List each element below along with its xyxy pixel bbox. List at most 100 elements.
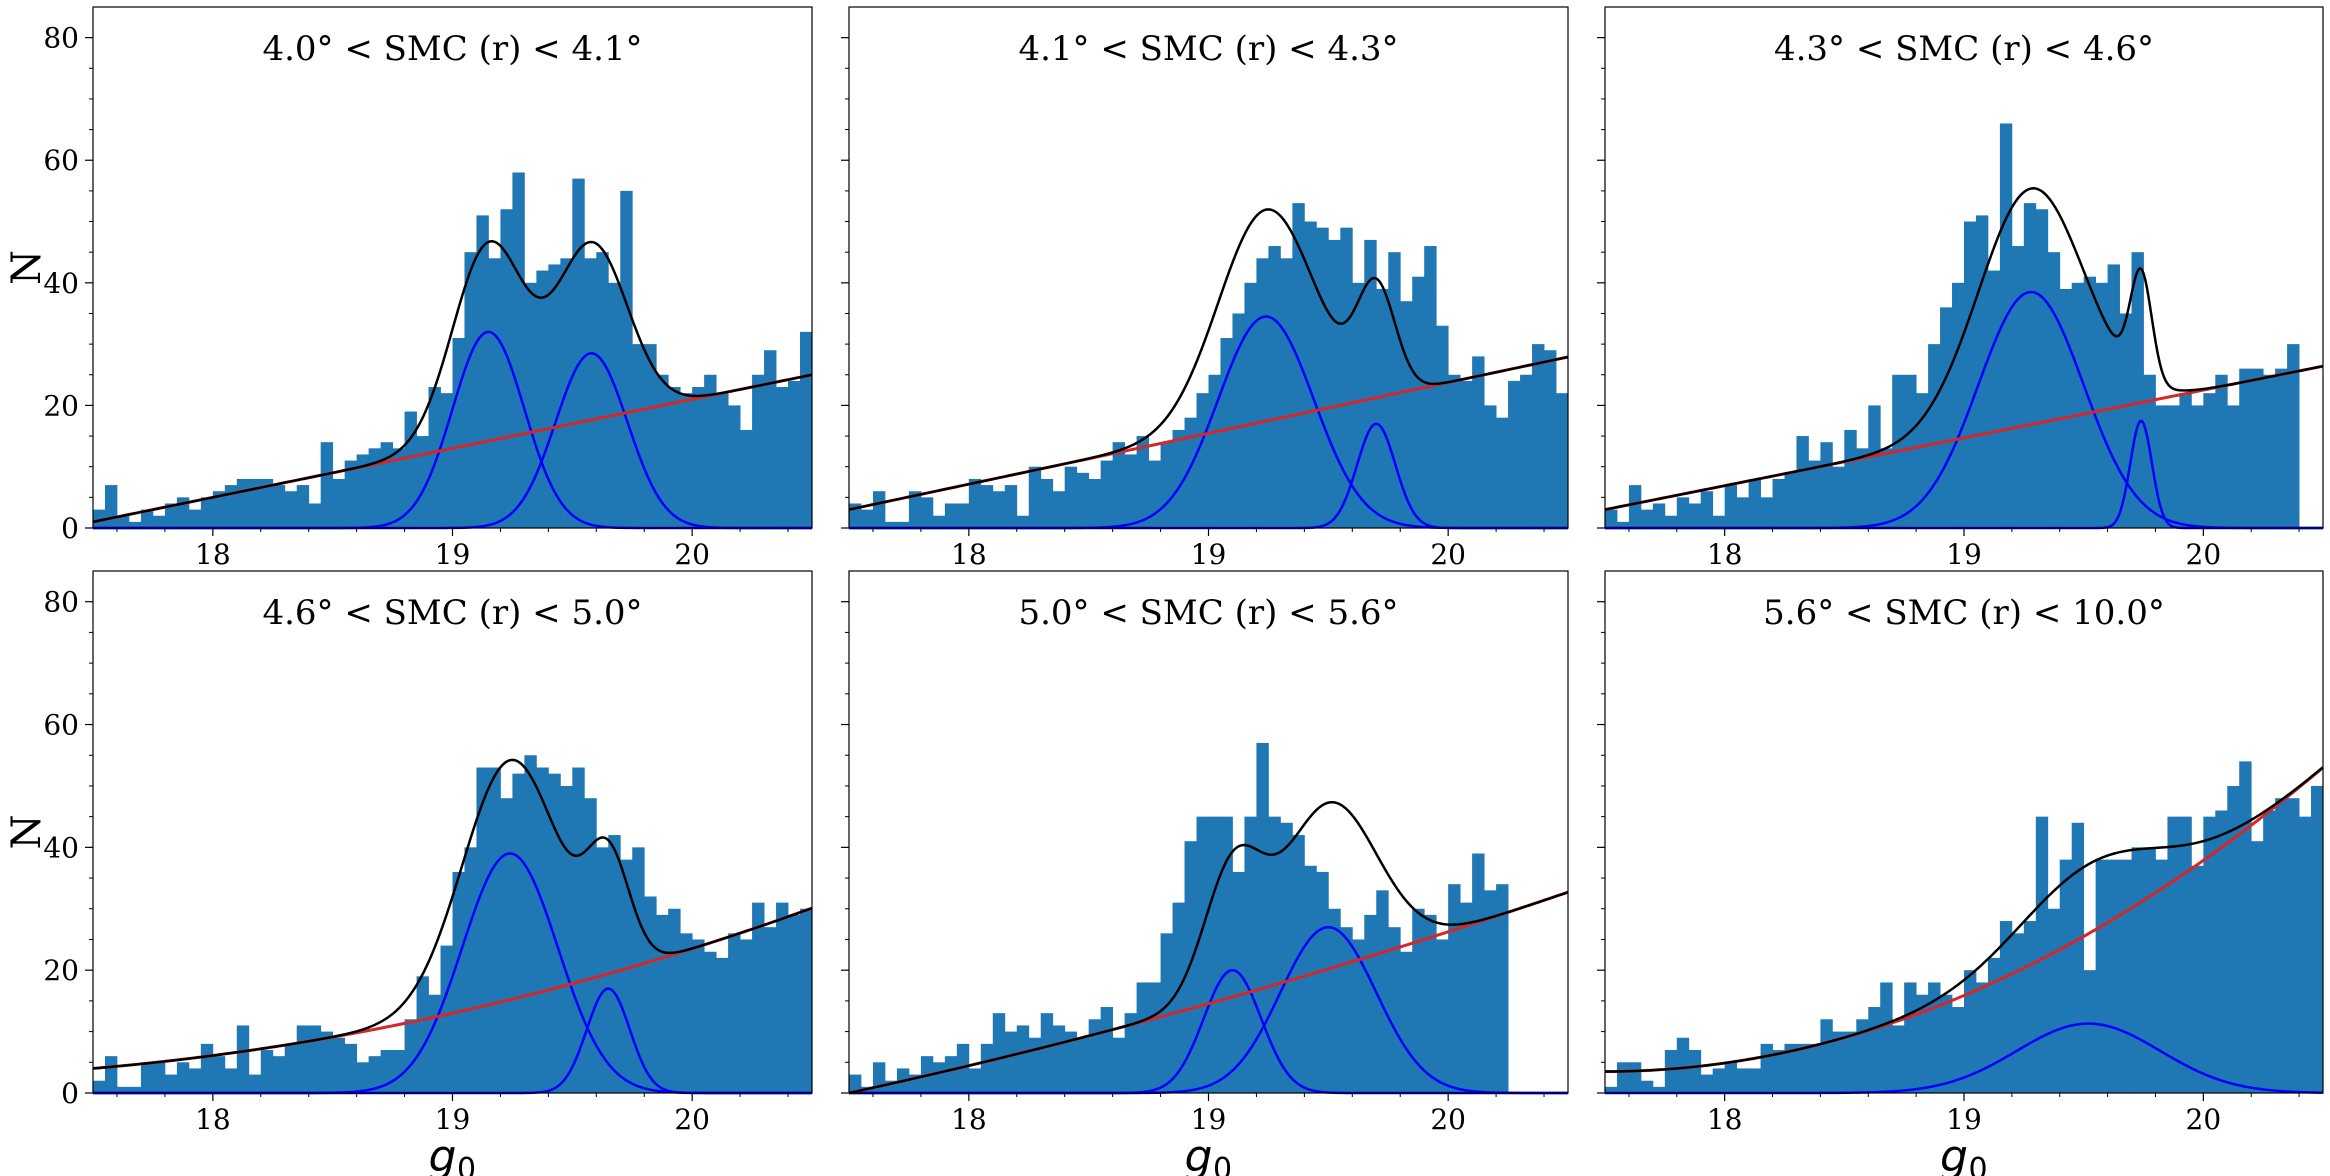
histogram-bar bbox=[1748, 1068, 1761, 1093]
histogram-bar bbox=[212, 491, 226, 528]
histogram-bar bbox=[512, 172, 525, 528]
histogram-bar bbox=[536, 767, 549, 1093]
y-axis-label: N bbox=[4, 815, 50, 850]
histogram-bar bbox=[896, 521, 910, 528]
total-fit-line bbox=[92, 758, 813, 1070]
panel-5: 18 19 20 5.0° < SMC (r) < 5.6° g 0 bbox=[841, 570, 1569, 1176]
histogram-bar bbox=[1352, 939, 1365, 1093]
histogram-bar bbox=[1508, 380, 1521, 528]
x-tick-label: 19 bbox=[435, 538, 471, 571]
histogram-bar bbox=[1605, 1086, 1618, 1093]
histogram-bar bbox=[872, 491, 886, 528]
histogram-bar bbox=[1244, 282, 1257, 528]
histogram-bar bbox=[236, 478, 250, 528]
histogram-bar bbox=[296, 485, 310, 528]
histogram-bar bbox=[140, 1062, 154, 1093]
histogram-bar bbox=[620, 859, 633, 1093]
histogram-bar bbox=[1364, 914, 1377, 1093]
histogram-bar bbox=[2023, 203, 2037, 528]
histogram-bar bbox=[272, 1056, 286, 1093]
y-tick-label: 0 bbox=[61, 512, 79, 545]
x-tick-label: 18 bbox=[1707, 1103, 1743, 1136]
histogram-bar bbox=[1256, 258, 1269, 528]
histogram-bar bbox=[2251, 841, 2264, 1093]
histogram-bar bbox=[1688, 1050, 1702, 1093]
x-tick-label: 20 bbox=[674, 1103, 710, 1136]
histogram-bar bbox=[728, 933, 741, 1093]
histogram-bar bbox=[260, 478, 274, 528]
histogram-bar bbox=[2131, 252, 2144, 529]
histogram-bar bbox=[932, 515, 946, 528]
histogram-bar bbox=[1916, 393, 1929, 528]
histogram-bar bbox=[320, 442, 334, 528]
histogram-bar bbox=[1412, 276, 1425, 528]
histogram-bar bbox=[2191, 405, 2204, 528]
histogram-bar bbox=[1712, 1068, 1726, 1093]
histogram-bar bbox=[236, 1025, 250, 1093]
histogram-bar bbox=[2143, 847, 2156, 1093]
histogram-bar bbox=[1664, 515, 1678, 528]
x-axis-label: g bbox=[1185, 1131, 1213, 1176]
histogram-bar bbox=[704, 374, 717, 528]
histogram-bar bbox=[1664, 1050, 1678, 1093]
panel-title: 4.1° < SMC (r) < 4.3° bbox=[1018, 29, 1398, 69]
histogram-bar bbox=[128, 521, 142, 528]
histogram-bar bbox=[1376, 288, 1389, 528]
histogram-bar bbox=[1820, 442, 1833, 528]
histogram-bar bbox=[440, 393, 453, 528]
histogram-bar bbox=[1700, 491, 1714, 528]
histogram-bar bbox=[2011, 933, 2025, 1093]
histogram-bar bbox=[776, 387, 789, 528]
histogram-bar bbox=[260, 1050, 274, 1093]
histogram-bar bbox=[1064, 466, 1078, 528]
histogram-bar bbox=[1760, 497, 1773, 528]
histogram-bar bbox=[1940, 994, 1953, 1093]
histogram-bar bbox=[1616, 521, 1630, 528]
histogram-bar bbox=[1808, 460, 1821, 528]
histogram-bar bbox=[548, 264, 561, 528]
histogram-bar bbox=[1304, 221, 1317, 528]
histogram-bar bbox=[1832, 1031, 1845, 1093]
histogram-bar bbox=[1208, 816, 1221, 1093]
histogram-bar bbox=[2299, 816, 2312, 1093]
histogram-bar bbox=[1676, 1037, 1690, 1093]
y-tick-label: 20 bbox=[43, 389, 79, 422]
histogram-bar bbox=[248, 1074, 262, 1093]
histogram-bar bbox=[1424, 914, 1437, 1093]
histogram-bar bbox=[752, 374, 765, 528]
histogram-bar bbox=[1340, 227, 1353, 529]
panel-title: 4.6° < SMC (r) < 5.0° bbox=[262, 593, 642, 633]
histogram-bar bbox=[1124, 454, 1137, 528]
histogram-bar bbox=[212, 1056, 226, 1093]
histogram-bar bbox=[1496, 417, 1509, 528]
histogram-bar bbox=[116, 1086, 130, 1093]
histogram-bar bbox=[2119, 859, 2132, 1093]
histogram-bar bbox=[860, 509, 874, 528]
histogram-bar bbox=[1544, 350, 1557, 528]
histogram-bar bbox=[1268, 246, 1281, 528]
histogram-bar bbox=[608, 835, 621, 1093]
histogram-bar bbox=[1196, 816, 1209, 1093]
histogram-bar bbox=[632, 344, 645, 528]
histogram-bar bbox=[644, 344, 657, 528]
histogram-bar bbox=[392, 1050, 405, 1093]
histogram-bar bbox=[1100, 460, 1114, 528]
histogram-bar bbox=[740, 939, 753, 1093]
histogram-bar bbox=[2155, 859, 2168, 1093]
histogram-bar bbox=[1076, 472, 1090, 528]
histogram-bar bbox=[2071, 282, 2085, 528]
histogram-bar bbox=[1100, 1007, 1114, 1093]
x-tick-label: 18 bbox=[951, 1103, 987, 1136]
histogram-bar bbox=[2179, 393, 2192, 528]
histogram-bar bbox=[536, 270, 549, 528]
total-fit-line bbox=[848, 208, 1569, 511]
histogram-bar bbox=[1328, 908, 1341, 1093]
histogram-bar bbox=[1940, 307, 1953, 528]
histogram-bar bbox=[908, 491, 922, 528]
x-tick-label: 20 bbox=[1430, 1103, 1466, 1136]
histogram-bar bbox=[680, 393, 693, 528]
histogram-bar bbox=[800, 908, 813, 1093]
histogram-bar bbox=[308, 1025, 322, 1093]
histogram-bar bbox=[1436, 939, 1449, 1093]
